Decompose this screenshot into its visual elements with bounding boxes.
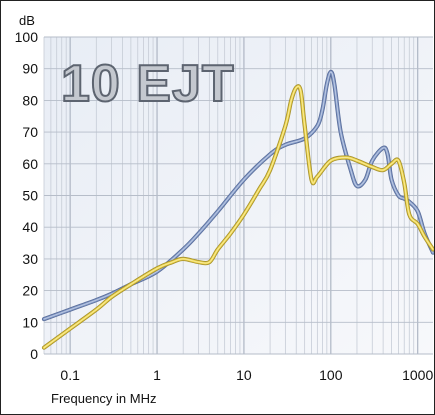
y-tick-label: 90 <box>22 61 38 77</box>
grid <box>43 36 433 355</box>
x-tick-label: 10 <box>236 367 252 383</box>
x-axis-label: Frequency in MHz <box>51 391 156 406</box>
y-axis-label: dB <box>19 13 35 28</box>
y-tick-label: 60 <box>22 156 38 172</box>
y-tick-label: 40 <box>22 219 38 235</box>
x-tick-label: 1 <box>153 367 161 383</box>
series-line <box>41 69 434 322</box>
series-line-highlight <box>43 71 434 320</box>
chart-title: 10 EJT <box>61 55 235 113</box>
y-tick-label: 0 <box>30 346 38 362</box>
y-tick-labels: 0 10 20 30 40 50 60 70 80 90 100 <box>15 29 39 362</box>
y-tick-label: 20 <box>22 283 38 299</box>
y-tick-label: 10 <box>22 314 38 330</box>
x-tick-label: 1000 <box>402 367 433 383</box>
series-line-highlight <box>43 85 434 348</box>
series-line <box>41 84 434 350</box>
x-tick-label: 0.1 <box>60 367 80 383</box>
y-tick-label: 100 <box>15 29 39 45</box>
y-tick-label: 80 <box>22 92 38 108</box>
y-tick-label: 50 <box>22 188 38 204</box>
series-group <box>41 69 434 350</box>
y-tick-label: 70 <box>22 124 38 140</box>
x-tick-labels: 0.1 1 10 100 1000 <box>60 367 433 383</box>
x-tick-label: 100 <box>319 367 343 383</box>
y-tick-label: 30 <box>22 251 38 267</box>
